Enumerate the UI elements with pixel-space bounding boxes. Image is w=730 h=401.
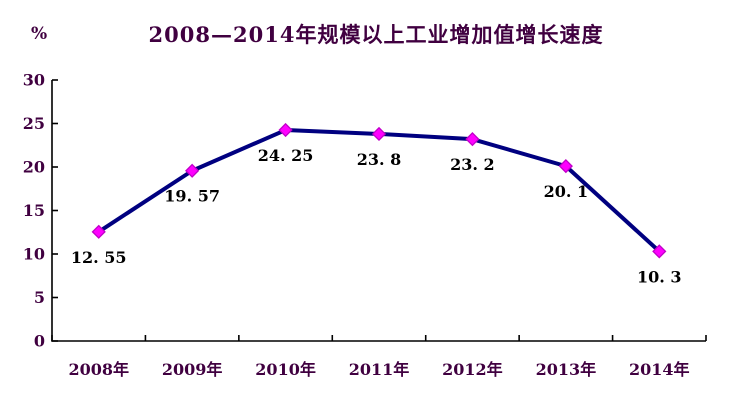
data-point-marker: [371, 126, 387, 142]
data-point-label: 10. 3: [637, 267, 682, 286]
y-tick-label: 15: [23, 201, 45, 220]
data-point-marker: [558, 159, 573, 174]
data-point-label: 12. 55: [71, 248, 127, 267]
x-axis-label: 2014年: [629, 360, 690, 379]
x-axis-label: 2012年: [442, 360, 503, 379]
x-axis-label: 2011年: [349, 360, 410, 379]
x-axis-label: 2010年: [255, 360, 316, 379]
data-point-label: 23. 2: [450, 155, 495, 174]
y-axis-unit-label: %: [31, 24, 48, 44]
data-point-marker: [91, 224, 106, 239]
y-tick-label: 0: [34, 332, 45, 351]
axis-lines: [51, 80, 706, 342]
data-point-marker: [278, 122, 293, 138]
data-point-marker: [465, 132, 480, 147]
data-point-label: 19. 57: [164, 187, 220, 206]
x-axis-label: 2009年: [162, 360, 223, 379]
chart-title: 2008—2014年规模以上工业增加值增长速度: [148, 22, 604, 47]
y-tick-label: 20: [23, 158, 45, 177]
y-tick-label: 25: [23, 114, 45, 133]
y-tick-label: 5: [34, 288, 45, 307]
y-tick-label: 30: [23, 71, 45, 90]
data-point-label: 23. 8: [357, 150, 402, 169]
x-axis-label: 2008年: [68, 360, 129, 379]
data-point-marker: [185, 163, 200, 178]
data-point-label: 20. 1: [544, 182, 589, 201]
y-tick-label: 10: [23, 245, 45, 264]
x-axis-label: 2013年: [536, 360, 597, 379]
data-point-marker: [652, 244, 667, 259]
data-point-label: 24. 25: [258, 146, 314, 165]
